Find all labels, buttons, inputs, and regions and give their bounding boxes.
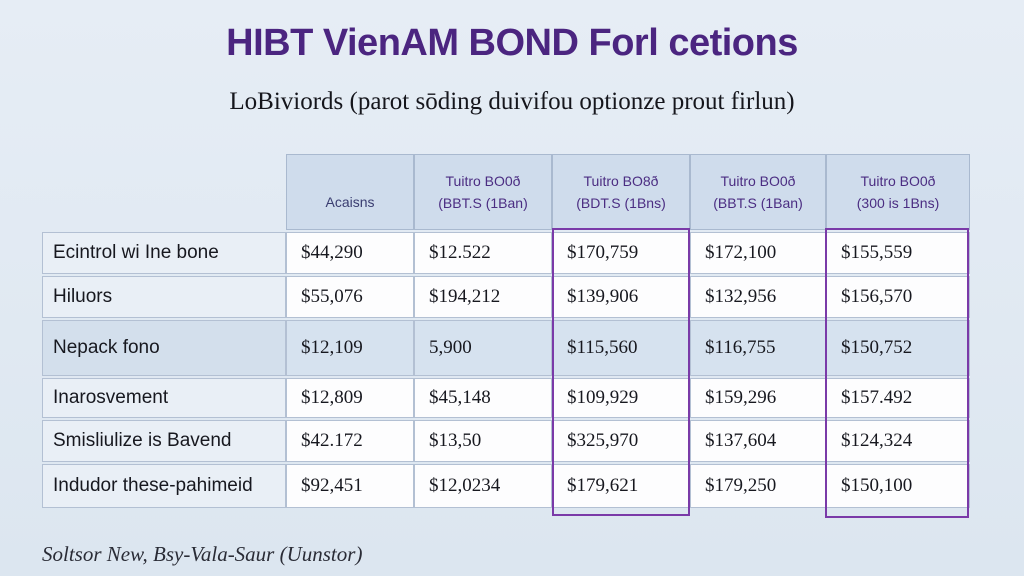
row-label: Indudor these-pahimeid (42, 464, 286, 508)
table-row: Smisliulize is Bavend $42.172 $13,50 $32… (42, 420, 972, 462)
table-cell: $157.492 (826, 378, 970, 418)
table-cell: $12,109 (286, 320, 414, 376)
table-cell: $139,906 (552, 276, 690, 318)
table-cell: $159,296 (690, 378, 826, 418)
table-cell: $12.522 (414, 232, 552, 274)
table-cell: $13,50 (414, 420, 552, 462)
table-cell: 5,900 (414, 320, 552, 376)
page-title: HIBT VienAM BOND Forl cetions (226, 22, 798, 64)
table-cell: $44,290 (286, 232, 414, 274)
column-header-4: Tuitro BO0ð (300 is 1Bns) (826, 154, 970, 230)
column-header-3: Tuitro BO0ð (BBT.S (1Ban) (690, 154, 826, 230)
table-cell: $150,100 (826, 464, 970, 508)
table-cell: $150,752 (826, 320, 970, 376)
table-cell: $179,250 (690, 464, 826, 508)
column-header-accounts: Acaisns (286, 154, 414, 230)
table-cell: $12,809 (286, 378, 414, 418)
column-header-line: Tuitro BO8ð (583, 173, 659, 189)
table-cell: $325,970 (552, 420, 690, 462)
column-header-line: Tuitro BO0ð (860, 173, 936, 189)
table-cell: $172,100 (690, 232, 826, 274)
table-cell: $12,0234 (414, 464, 552, 508)
row-label: Hiluors (42, 276, 286, 318)
table-cell: $194,212 (414, 276, 552, 318)
table-cell: $92,451 (286, 464, 414, 508)
row-label: Ecintrol wi Ine bone (42, 232, 286, 274)
page-subtitle: LoBiviords (parot sōding duivifou option… (229, 88, 795, 115)
table-cell: $137,604 (690, 420, 826, 462)
column-header-line: Tuitro BO0ð (445, 173, 521, 189)
table-row: Hiluors $55,076 $194,212 $139,906 $132,9… (42, 276, 972, 318)
table-cell: $170,759 (552, 232, 690, 274)
column-header-line: (BBT.S (1Ban) (438, 195, 528, 211)
column-header-line: (300 is 1Bns) (856, 195, 940, 211)
table-cell: $42.172 (286, 420, 414, 462)
column-header-line: Tuitro BO0ð (720, 173, 796, 189)
row-label: Inarosvement (42, 378, 286, 418)
table-cell: $179,621 (552, 464, 690, 508)
table-row: Inarosvement $12,809 $45,148 $109,929 $1… (42, 378, 972, 418)
row-label: Smisliulize is Bavend (42, 420, 286, 462)
table-row: Ecintrol wi Ine bone $44,290 $12.522 $17… (42, 232, 972, 274)
column-header-2: Tuitro BO8ð (BDT.S (1Bns) (552, 154, 690, 230)
table-row: Nepack fono $12,109 5,900 $115,560 $116,… (42, 320, 972, 376)
table-cell: $109,929 (552, 378, 690, 418)
table-cell: $132,956 (690, 276, 826, 318)
table-cell: $115,560 (552, 320, 690, 376)
table-cell: $155,559 (826, 232, 970, 274)
table-cell: $116,755 (690, 320, 826, 376)
column-header-1: Tuitro BO0ð (BBT.S (1Ban) (414, 154, 552, 230)
table-cell: $55,076 (286, 276, 414, 318)
table-cell: $156,570 (826, 276, 970, 318)
table-row: Indudor these-pahimeid $92,451 $12,0234 … (42, 464, 972, 508)
source-footnote: Soltsor New, Bsy-Vala-Saur (Uunstor) (42, 542, 363, 566)
column-header-line: Acaisns (325, 194, 375, 210)
row-label: Nepack fono (42, 320, 286, 376)
table-cell: $124,324 (826, 420, 970, 462)
column-header-line: (BBT.S (1Ban) (713, 195, 803, 211)
table-cell: $45,148 (414, 378, 552, 418)
column-header-line: (BDT.S (1Bns) (576, 195, 666, 211)
